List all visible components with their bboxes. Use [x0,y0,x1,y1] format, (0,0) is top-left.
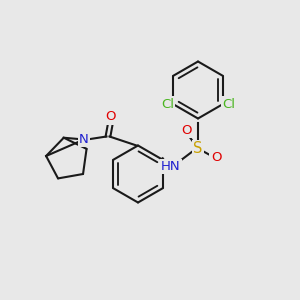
Text: O: O [181,124,191,137]
Text: N: N [79,133,89,146]
Text: Cl: Cl [161,98,174,111]
Text: O: O [211,151,221,164]
Text: S: S [193,141,203,156]
Text: Cl: Cl [222,98,235,111]
Text: HN: HN [161,160,181,173]
Text: O: O [106,110,116,124]
